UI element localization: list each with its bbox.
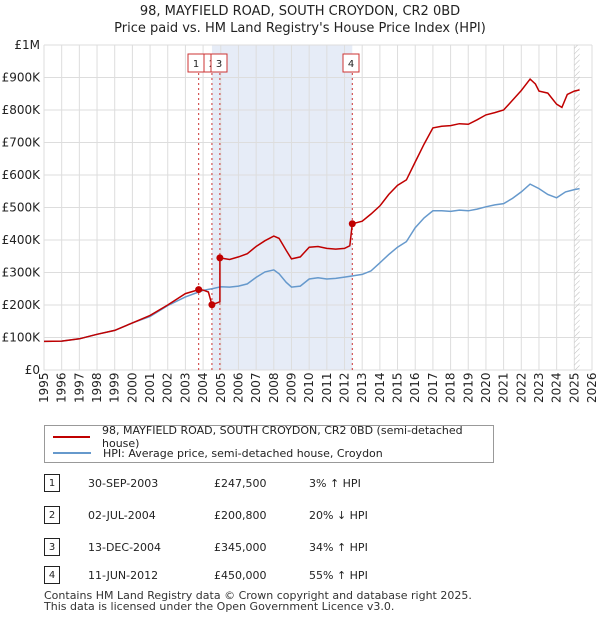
legend-label-hpi: HPI: Average price, semi-detached house,… — [103, 446, 383, 460]
y-tick-label: £100K — [2, 331, 42, 345]
transaction-hpi: 20% ↓ HPI — [309, 508, 368, 522]
y-tick-label: £1M — [14, 38, 40, 52]
y-tick-label: £900K — [2, 71, 42, 85]
transaction-hpi: 3% ↑ HPI — [309, 476, 361, 490]
transaction-number: 3 — [44, 538, 60, 556]
transaction-date: 11-JUN-2012 — [88, 568, 159, 582]
y-tick-label: £800K — [2, 103, 42, 117]
projection-hatch — [574, 45, 580, 370]
sale-point-4 — [348, 220, 356, 228]
transaction-date: 30-SEP-2003 — [88, 476, 159, 490]
y-axis-ticks: £0 £100K £200K £300K £400K £500K £600K £700K £80… — [2, 38, 42, 377]
x-tick-label: 2020 — [479, 372, 493, 403]
footer-licence: This data is licensed under the Open Gov… — [44, 600, 395, 613]
x-tick-label: 2011 — [320, 372, 334, 403]
footer-copyright: Contains HM Land Registry data © Crown c… — [44, 589, 472, 602]
sale-point-3 — [216, 254, 224, 262]
transaction-price: £200,800 — [214, 508, 267, 522]
x-tick-label: 2016 — [408, 372, 422, 403]
transaction-row: 1 30-SEP-2003 £247,500 3% ↑ HPI — [44, 473, 361, 493]
x-axis-ticks: 1995 1996 1997 1998 1999 2000 2001 2002 2003 2004… — [37, 372, 599, 403]
x-tick-label: 2004 — [196, 372, 210, 403]
transaction-number: 1 — [44, 474, 60, 492]
x-tick-label: 2026 — [585, 372, 599, 403]
y-tick-label: £400K — [2, 233, 42, 247]
sale-point-2 — [208, 301, 216, 309]
x-tick-label: 2006 — [231, 372, 245, 403]
x-tick-label: 2007 — [249, 372, 263, 403]
legend-swatch-property — [53, 436, 90, 438]
x-tick-label: 2010 — [302, 372, 316, 403]
x-tick-label: 2015 — [391, 372, 405, 403]
x-tick-label: 2000 — [125, 372, 139, 403]
x-tick-label: 2012 — [338, 372, 352, 403]
x-tick-label: 2017 — [426, 372, 440, 403]
y-tick-label: £600K — [2, 168, 42, 182]
marker-label: 3 — [216, 59, 222, 70]
property-line — [43, 77, 580, 343]
transaction-date: 02-JUL-2004 — [88, 508, 156, 522]
marker-box-3: 3 — [210, 53, 228, 73]
transaction-row: 3 13-DEC-2004 £345,000 34% ↑ HPI — [44, 537, 368, 557]
x-tick-label: 2014 — [373, 372, 387, 403]
price-chart: 1234 £0£100K£200K£300K£400K£500K£600K£70… — [2, 38, 599, 403]
x-tick-label: 2009 — [284, 372, 298, 403]
transaction-number: 2 — [44, 506, 60, 524]
transaction-hpi: 55% ↑ HPI — [309, 568, 368, 582]
x-tick-label: 2024 — [550, 372, 564, 403]
x-tick-label: 2005 — [214, 372, 228, 403]
transaction-price: £345,000 — [214, 540, 267, 554]
x-tick-label: 2001 — [143, 372, 157, 403]
x-tick-label: 2018 — [444, 372, 458, 403]
marker-box-1: 1 — [187, 53, 205, 73]
sale-point-1 — [195, 286, 203, 294]
legend-swatch-hpi — [53, 452, 91, 454]
legend-label-property: 98, MAYFIELD ROAD, SOUTH CROYDON, CR2 0B… — [102, 424, 463, 450]
y-tick-label: £500K — [2, 201, 42, 215]
marker-label: 1 — [193, 59, 199, 70]
chart-legend: 98, MAYFIELD ROAD, SOUTH CROYDON, CR2 0B… — [44, 424, 494, 463]
transaction-row: 4 11-JUN-2012 £450,000 55% ↑ HPI — [44, 565, 368, 585]
y-tick-label: £200K — [2, 298, 42, 312]
chart-subtitle: Price paid vs. HM Land Registry's House … — [114, 21, 486, 36]
x-tick-label: 1997 — [72, 372, 86, 403]
x-tick-label: 2008 — [267, 372, 281, 403]
x-tick-label: 2023 — [532, 372, 546, 403]
x-tick-label: 1995 — [37, 372, 51, 403]
transaction-number: 4 — [44, 566, 60, 584]
marker-box-frame — [210, 53, 228, 73]
legend-item-hpi: HPI: Average price, semi-detached house,… — [53, 445, 383, 461]
x-tick-label: 2021 — [497, 372, 511, 403]
x-tick-label: 2013 — [355, 372, 369, 403]
transaction-date: 13-DEC-2004 — [88, 540, 162, 554]
x-tick-label: 2002 — [161, 372, 175, 403]
transaction-hpi: 34% ↑ HPI — [309, 540, 368, 554]
sale-points — [195, 220, 356, 309]
x-tick-label: 2025 — [567, 372, 581, 403]
y-tick-label: £300K — [2, 266, 42, 280]
marker-box-4: 4 — [342, 53, 360, 73]
x-tick-label: 1996 — [55, 372, 69, 403]
x-tick-label: 1999 — [108, 372, 122, 403]
transaction-price: £247,500 — [214, 476, 267, 490]
marker-box-frame — [342, 53, 360, 73]
marker-boxes: 1234 — [187, 53, 360, 73]
y-tick-label: £700K — [2, 136, 42, 150]
y-tick-label: £0 — [25, 363, 40, 377]
marker-label: 4 — [348, 59, 354, 70]
x-tick-label: 2019 — [461, 372, 475, 403]
x-tick-label: 1998 — [90, 372, 104, 403]
x-tick-label: 2022 — [514, 372, 528, 403]
legend-item-property: 98, MAYFIELD ROAD, SOUTH CROYDON, CR2 0B… — [53, 424, 493, 450]
x-tick-label: 2003 — [178, 372, 192, 403]
chart-title-line1: 98, MAYFIELD ROAD, SOUTH CROYDON, CR2 0B… — [139, 4, 461, 19]
transaction-row: 2 02-JUL-2004 £200,800 20% ↓ HPI — [44, 505, 368, 525]
transaction-price: £450,000 — [214, 568, 267, 582]
grid-lines — [43, 44, 593, 371]
